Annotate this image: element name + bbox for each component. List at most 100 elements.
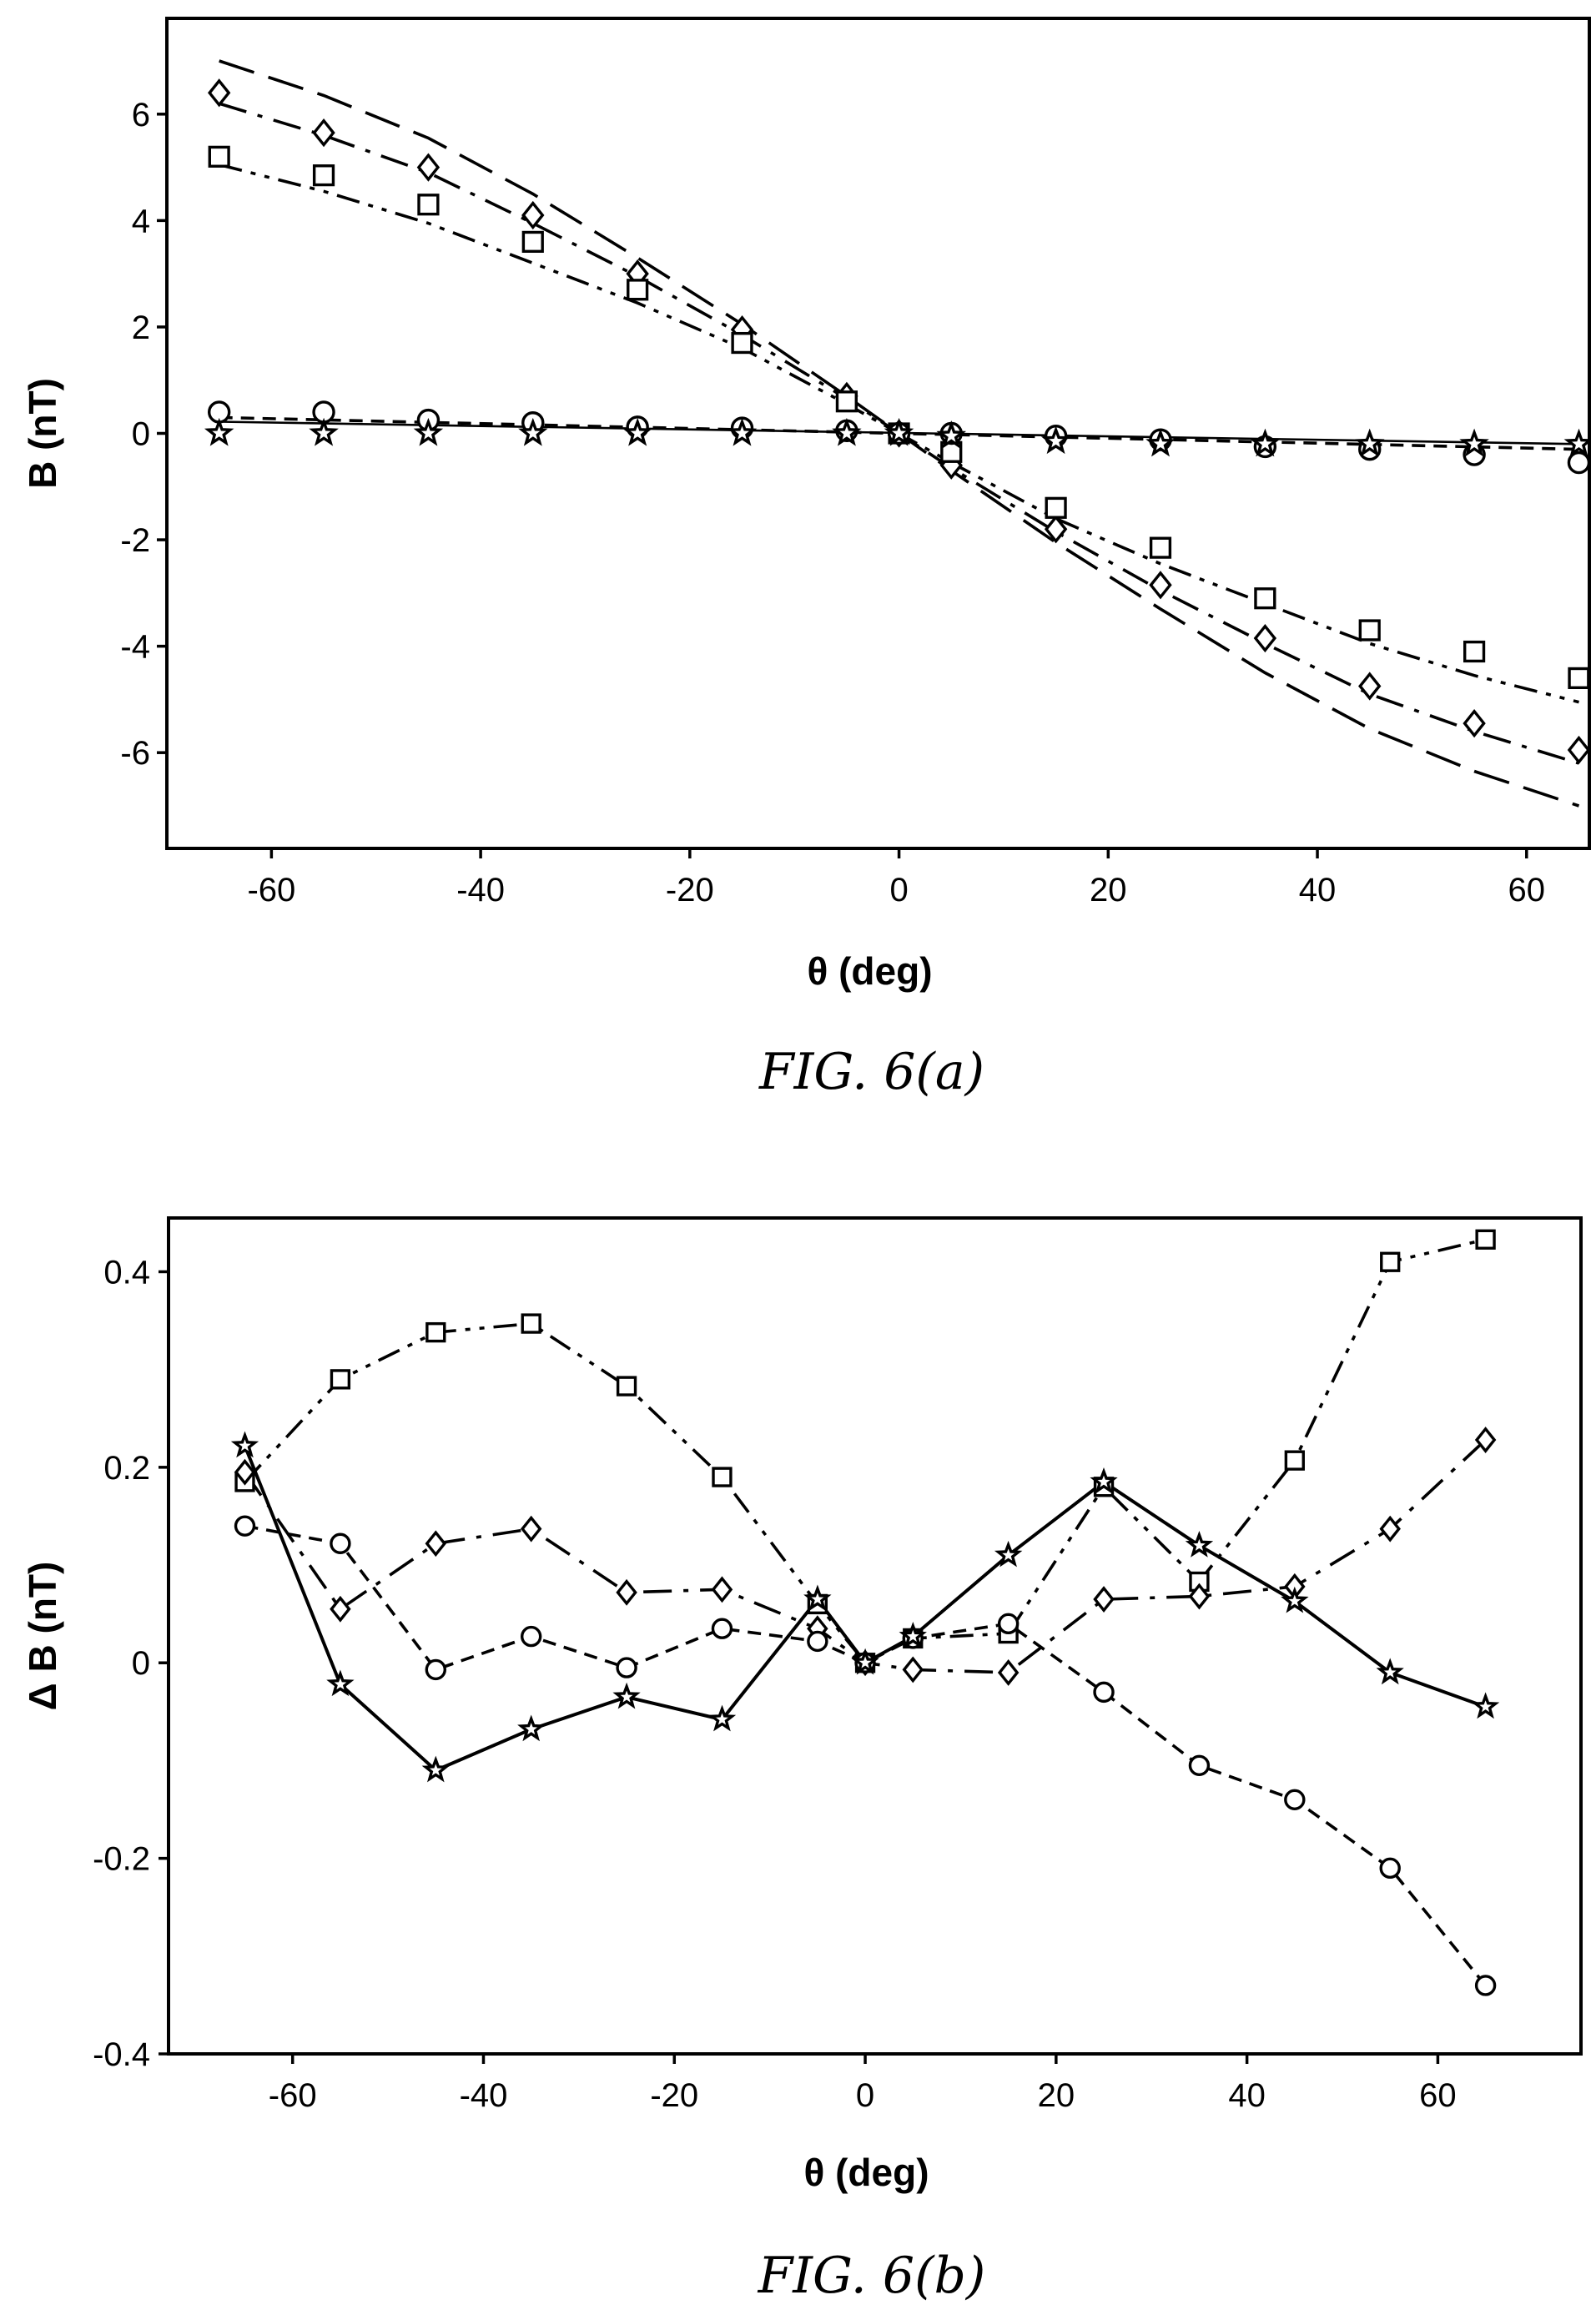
data-point-star xyxy=(936,420,967,449)
data-point-diamond xyxy=(1474,1427,1497,1453)
data-point-circle xyxy=(1379,1857,1401,1880)
y-axis-label-a: B (nT) xyxy=(21,378,64,489)
data-point-square xyxy=(627,279,649,301)
x-tick-label-a: 20 xyxy=(1090,872,1127,908)
data-point-star xyxy=(518,417,548,446)
x-tick-label-a: 0 xyxy=(889,872,908,908)
data-point-circle xyxy=(425,1658,446,1681)
data-point-star xyxy=(1281,1586,1309,1613)
y-tick-label-b: 0.2 xyxy=(103,1450,150,1487)
y-tick-label-b: -0.2 xyxy=(93,1841,150,1878)
data-point-square xyxy=(417,194,440,216)
x-tick-label-b: -60 xyxy=(269,2077,317,2114)
data-point-square xyxy=(1568,667,1589,689)
data-point-diamond xyxy=(425,1530,447,1558)
data-point-star xyxy=(326,1669,355,1697)
y-tick-label-a: 6 xyxy=(132,97,150,133)
data-point-circle xyxy=(1284,1789,1306,1810)
data-point-diamond xyxy=(207,78,231,108)
data-point-diamond xyxy=(997,1659,1020,1686)
data-point-diamond xyxy=(902,1656,924,1683)
data-point-square xyxy=(330,1369,351,1390)
series-line-diamond xyxy=(244,1438,1487,1674)
x-tick-label-a: 60 xyxy=(1508,872,1546,908)
data-point-square xyxy=(616,1376,637,1397)
data-point-star xyxy=(884,417,914,446)
x-tick-label-b: 0 xyxy=(856,2077,874,2114)
data-point-square xyxy=(1045,496,1067,519)
data-point-square xyxy=(425,1321,446,1343)
data-point-star xyxy=(832,417,862,446)
data-point-diamond xyxy=(416,153,441,182)
y-axis-label-b: Δ B (nT) xyxy=(21,1562,64,1711)
data-point-square xyxy=(731,331,753,355)
y-tick-label-a: -2 xyxy=(120,522,150,559)
data-point-star xyxy=(1090,1467,1118,1494)
data-point-star xyxy=(230,1431,259,1458)
figure-caption-b: FIG. 6(b) xyxy=(758,2247,986,2305)
data-point-star xyxy=(1145,428,1176,457)
data-point-star xyxy=(803,1584,832,1612)
data-point-diamond xyxy=(1149,571,1172,600)
data-point-diamond xyxy=(312,118,335,148)
y-tick-label-a: 4 xyxy=(132,203,150,239)
data-point-circle xyxy=(234,1515,256,1537)
data-point-diamond xyxy=(1044,515,1068,544)
x-tick-label-b: 20 xyxy=(1038,2077,1075,2114)
data-point-star xyxy=(1563,428,1589,457)
plot-frame-b xyxy=(167,1216,1583,2056)
data-point-square xyxy=(1380,1251,1401,1272)
figure-caption-a: FIG. 6(a) xyxy=(758,1043,984,1101)
data-point-square xyxy=(1149,536,1172,559)
data-point-star xyxy=(1376,1658,1404,1685)
data-point-star xyxy=(1250,428,1281,457)
x-tick-label-b: 60 xyxy=(1419,2077,1457,2114)
y-tick-label-a: 0 xyxy=(132,416,150,453)
x-axis-label-b: θ (deg) xyxy=(803,2151,929,2194)
data-point-square xyxy=(1284,1450,1305,1471)
x-tick-label-b: 40 xyxy=(1228,2077,1266,2114)
data-point-circle xyxy=(711,1618,733,1639)
x-axis-label-a: θ (deg) xyxy=(807,949,932,993)
data-point-diamond xyxy=(1093,1586,1115,1613)
data-point-star xyxy=(517,1714,546,1742)
data-point-square xyxy=(1475,1229,1496,1250)
data-point-circle xyxy=(1474,1975,1497,1996)
data-point-diamond xyxy=(711,1576,733,1603)
data-point-circle xyxy=(616,1657,637,1678)
data-point-diamond xyxy=(1463,708,1486,738)
data-point-square xyxy=(1358,619,1381,642)
x-tick-label-b: -20 xyxy=(650,2077,698,2114)
data-point-square xyxy=(712,1467,733,1487)
data-point-circle xyxy=(1093,1681,1115,1704)
data-point-star xyxy=(413,417,444,446)
data-point-star xyxy=(309,417,339,446)
y-tick-label-b: 0 xyxy=(132,1645,150,1682)
data-point-circle xyxy=(520,1625,542,1648)
data-point-square xyxy=(312,164,335,187)
data-point-diamond xyxy=(521,200,545,230)
plot-area-a xyxy=(204,59,1589,808)
chart-fig-6b: -60 -40 -20 0 20 40 60 -0.4 -0.2 0 0.2 0.4 θ (deg) Δ … xyxy=(21,1216,1583,2305)
data-point-star xyxy=(1471,1692,1500,1719)
data-point-diamond xyxy=(1358,672,1382,701)
y-tick-label-a: -4 xyxy=(120,629,150,666)
y-tick-label-a: -6 xyxy=(120,735,150,772)
data-point-star xyxy=(421,1755,450,1783)
data-point-diamond xyxy=(330,1595,351,1623)
x-tick-label-a: -20 xyxy=(666,872,714,908)
y-tick-label-b: 0.4 xyxy=(103,1254,150,1291)
data-point-star xyxy=(994,1540,1023,1568)
data-point-star xyxy=(899,1621,927,1648)
data-point-star xyxy=(1354,428,1385,457)
data-point-star xyxy=(1040,425,1071,455)
data-point-star xyxy=(727,417,758,446)
data-point-diamond xyxy=(616,1578,637,1606)
data-point-square xyxy=(1463,640,1486,663)
data-point-diamond xyxy=(234,1458,256,1486)
x-tick-label-a: 40 xyxy=(1299,872,1337,908)
data-point-square xyxy=(835,390,858,413)
data-point-diamond xyxy=(520,1515,542,1542)
